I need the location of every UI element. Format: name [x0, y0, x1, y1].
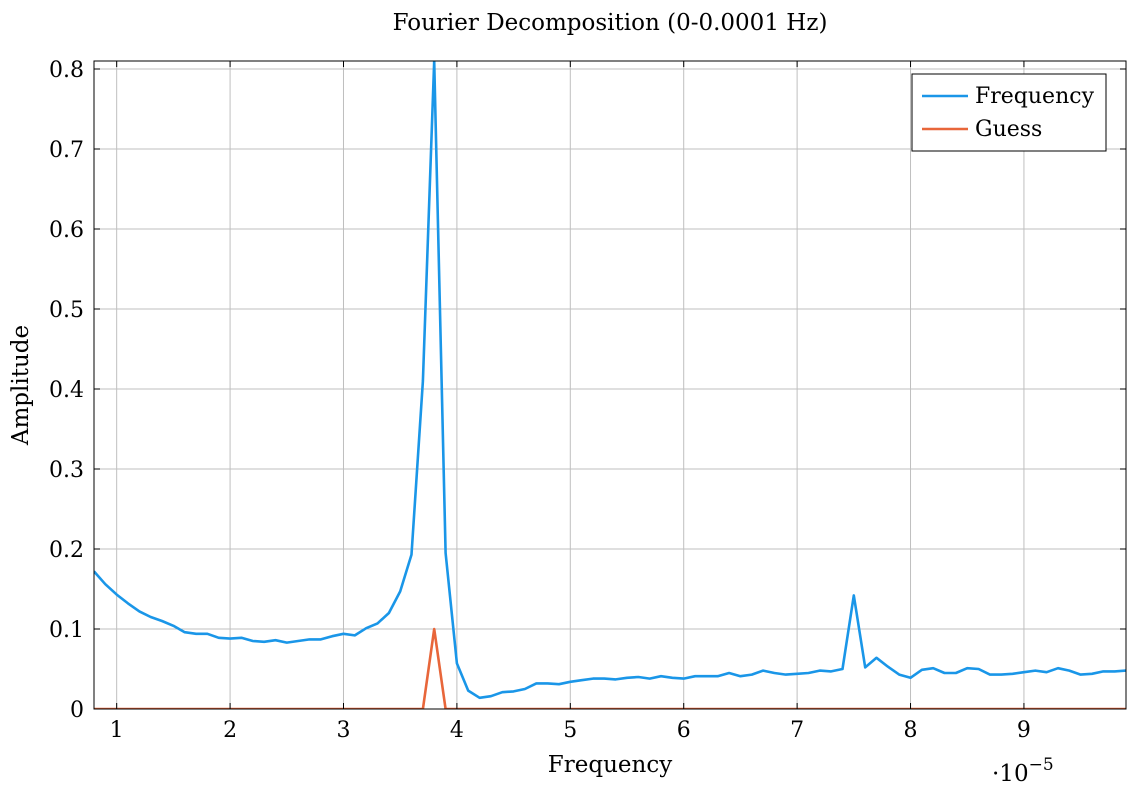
series-line-frequency — [94, 61, 1126, 700]
x-tick-label: 6 — [677, 718, 691, 743]
y-tick-label: 0 — [70, 698, 84, 723]
grid — [94, 61, 1126, 710]
y-tick-label: 0.1 — [49, 618, 84, 643]
y-tick-label: 0.3 — [49, 458, 84, 483]
x-tick-label: 4 — [450, 718, 464, 743]
legend-label-guess: Guess — [975, 117, 1042, 142]
x-scale-base: ·10 — [992, 761, 1029, 786]
legend: Frequency Guess — [911, 73, 1107, 152]
y-tick-label: 0.5 — [49, 298, 84, 323]
y-tick-labels: 0 0.1 0.2 0.3 0.4 0.5 0.6 0.7 0.8 — [49, 58, 84, 723]
x-tick-label: 9 — [1017, 718, 1031, 743]
series-line-guess — [94, 627, 1126, 709]
plot-frame — [93, 60, 1127, 710]
x-axis-label: Frequency — [548, 752, 672, 778]
x-tick-label: 2 — [223, 718, 237, 743]
ticks — [94, 61, 1126, 710]
x-scale-multiplier: ·10−5 — [992, 755, 1054, 786]
x-tick-label: 5 — [563, 718, 577, 743]
x-tick-label: 3 — [336, 718, 350, 743]
x-scale-exponent: −5 — [1029, 755, 1054, 775]
chart-title: Fourier Decomposition (0-0.0001 Hz) — [393, 10, 828, 36]
y-tick-label: 0.4 — [49, 378, 84, 403]
y-tick-label: 0.6 — [49, 218, 84, 243]
x-tick-label: 7 — [790, 718, 804, 743]
y-tick-label: 0.7 — [49, 138, 84, 163]
y-tick-label: 0.2 — [49, 538, 84, 563]
y-tick-label: 0.8 — [49, 58, 84, 83]
x-tick-label: 8 — [904, 718, 918, 743]
legend-label-frequency: Frequency — [975, 84, 1095, 109]
legend-box — [911, 73, 1107, 152]
x-tick-label: 1 — [110, 718, 124, 743]
x-tick-labels: 1 2 3 4 5 6 7 8 9 — [110, 718, 1031, 743]
series-layer — [94, 61, 1126, 709]
y-axis-label: Amplitude — [8, 325, 34, 446]
